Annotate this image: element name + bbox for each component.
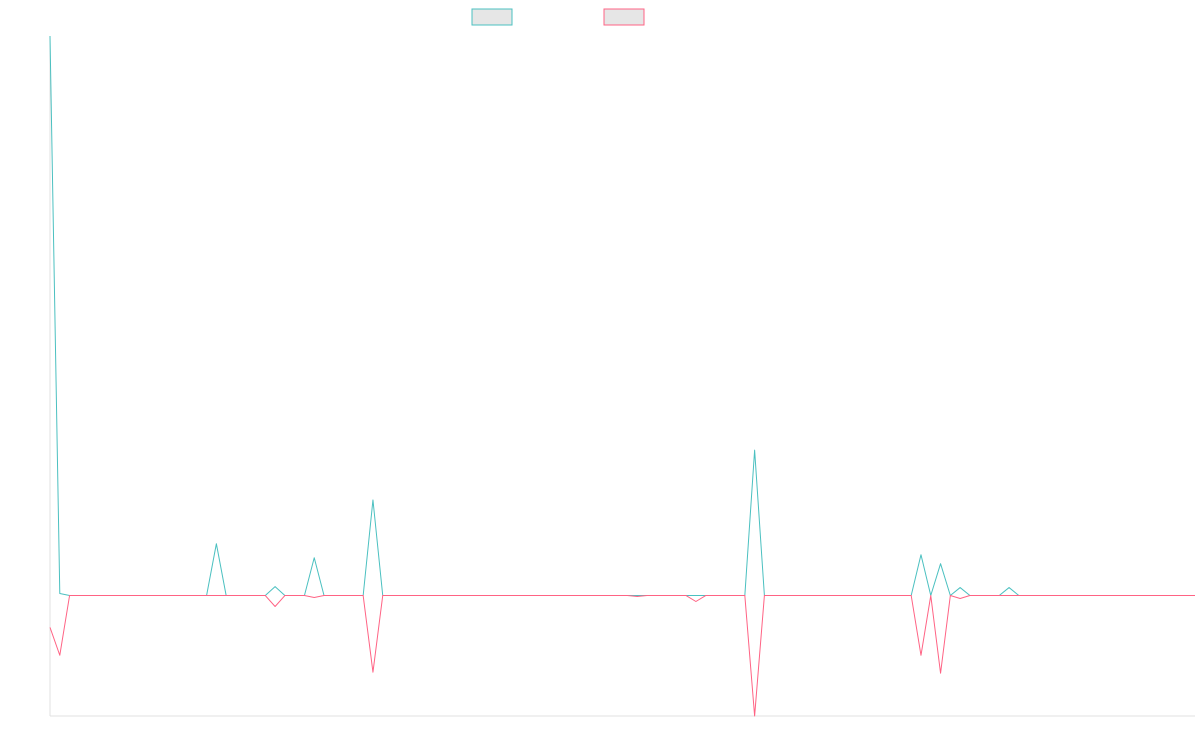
series-line-1 [49, 35, 1195, 597]
series-group [49, 35, 1195, 717]
series-line-2 [49, 595, 1195, 717]
legend-swatch-1 [471, 8, 513, 26]
legend-item-2 [603, 8, 645, 26]
axes [49, 36, 1195, 717]
legend-item-1 [471, 8, 513, 26]
legend-swatch-2 [603, 8, 645, 26]
legend [471, 8, 645, 26]
